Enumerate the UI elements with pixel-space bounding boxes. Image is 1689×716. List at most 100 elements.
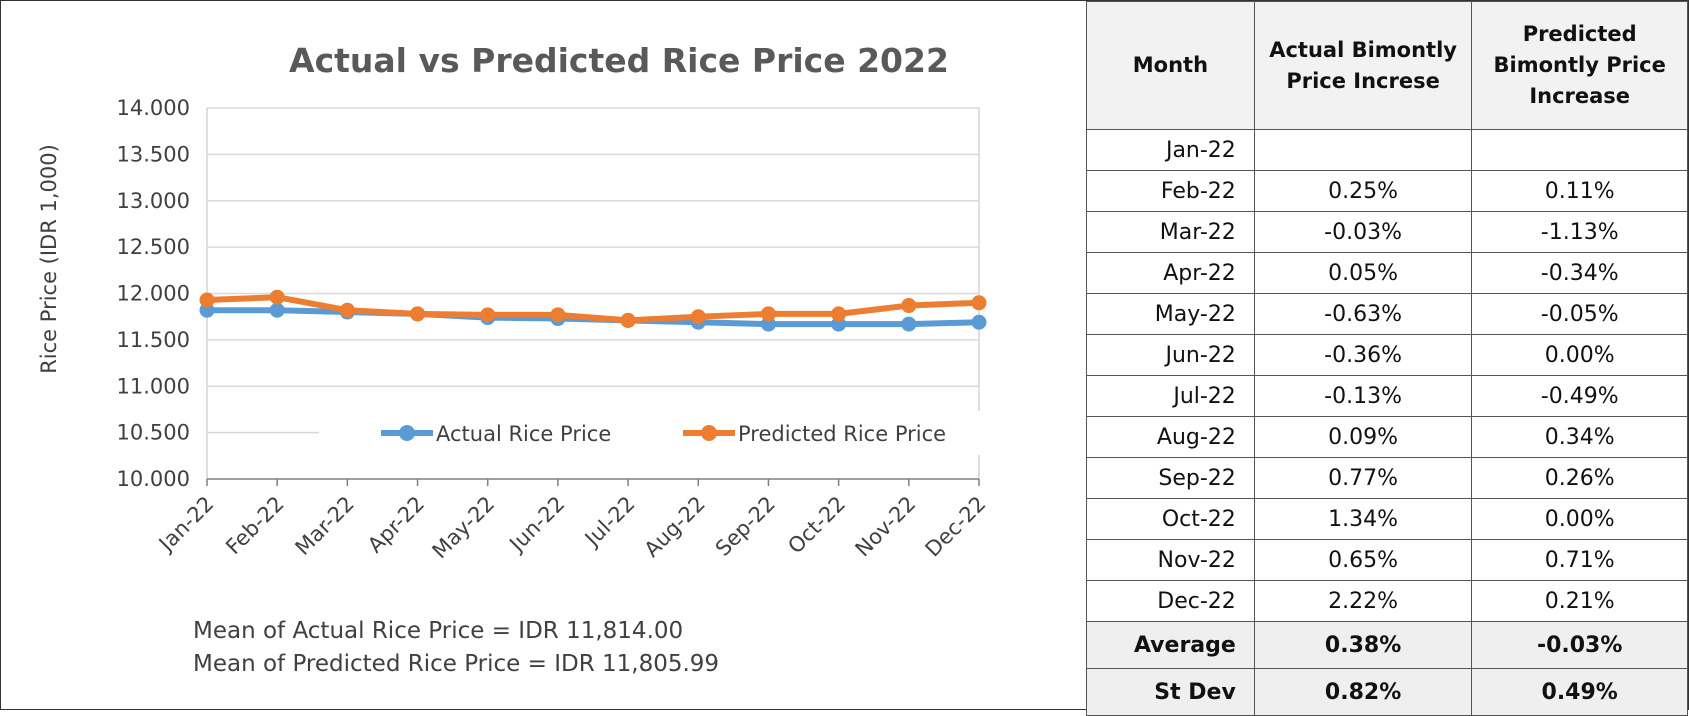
x-tick-label: Jun-22	[504, 492, 570, 558]
data-point-predicted	[901, 298, 917, 314]
table-row: Nov-22 0.65% 0.71%	[1086, 539, 1688, 581]
mean-predicted-text: Mean of Predicted Rice Price = IDR 11,80…	[193, 651, 720, 677]
table-row: Aug-22 0.09% 0.34%	[1086, 416, 1688, 458]
table-cell-actual: -0.03%	[1253, 211, 1473, 253]
table-cell-actual: -0.63%	[1253, 293, 1473, 335]
x-tick-label: Oct-22	[783, 492, 850, 559]
table-header-row: Month Actual Bimontly Price Increse Pred…	[1086, 1, 1688, 130]
series-line-predicted	[204, 294, 982, 324]
table-cell-actual: 0.77%	[1253, 457, 1473, 499]
x-tick-label: Jan-22	[153, 492, 219, 558]
header-predicted-increase: Predicted Bimontly Price Increase	[1471, 1, 1688, 130]
table-cell-month: Mar-22	[1086, 211, 1255, 253]
x-tick-label: Sep-22	[711, 492, 780, 561]
table-row: Jul-22 -0.13% -0.49%	[1086, 375, 1688, 417]
data-point-predicted	[690, 309, 706, 325]
y-tick-label: 13.500	[117, 142, 190, 166]
table-summary-row: St Dev 0.82% 0.49%	[1086, 668, 1688, 716]
table-cell-predicted: 0.26%	[1471, 457, 1688, 499]
table-row: Apr-22 0.05% -0.34%	[1086, 252, 1688, 294]
x-tick-label: Feb-22	[221, 492, 289, 560]
y-tick-label: 11.000	[117, 374, 190, 398]
table-cell-month: Apr-22	[1086, 252, 1255, 294]
table-cell-month: Sep-22	[1086, 457, 1255, 499]
data-point-actual	[971, 314, 987, 330]
table-cell-actual: -0.13%	[1253, 375, 1473, 417]
price-increase-table-panel: Month Actual Bimontly Price Increse Pred…	[1086, 1, 1688, 716]
legend-label: Actual Rice Price	[436, 422, 611, 446]
table-cell-actual: 0.65%	[1253, 539, 1473, 581]
y-tick-label: 12.000	[117, 282, 190, 306]
data-point-predicted	[620, 312, 636, 328]
table-cell-month: Feb-22	[1086, 170, 1255, 212]
data-point-predicted	[199, 292, 215, 308]
table-cell-actual: 1.34%	[1253, 498, 1473, 540]
table-cell-predicted: 0.00%	[1471, 334, 1688, 376]
x-tick-label: Aug-22	[640, 492, 710, 562]
data-point-predicted	[339, 302, 355, 318]
y-tick-label: 12.500	[117, 235, 190, 259]
y-tick-label: 10.000	[117, 467, 190, 491]
table-row: Sep-22 0.77% 0.26%	[1086, 457, 1688, 499]
table-cell-month: May-22	[1086, 293, 1255, 335]
table-cell-actual: 0.05%	[1253, 252, 1473, 294]
table-cell-actual: 0.25%	[1253, 170, 1473, 212]
y-tick-label: 10.500	[117, 421, 190, 445]
legend-marker	[701, 425, 717, 441]
data-point-actual	[901, 316, 917, 332]
data-point-actual	[269, 302, 285, 318]
legend-label: Predicted Rice Price	[738, 422, 946, 446]
table-row: Oct-22 1.34% 0.00%	[1086, 498, 1688, 540]
plot-area: 10.000 10.500 11.000 11.500 12.000 12.500 13.0…	[117, 96, 1001, 563]
table-cell-month: Average	[1086, 621, 1255, 669]
table-row: Feb-22 0.25% 0.11%	[1086, 170, 1688, 212]
table-cell-actual: 2.22%	[1253, 580, 1473, 622]
table-row: Jun-22 -0.36% 0.00%	[1086, 334, 1688, 376]
y-tick-label: 14.000	[117, 96, 190, 120]
legend-marker	[399, 425, 415, 441]
table-row: Mar-22 -0.03% -1.13%	[1086, 211, 1688, 253]
table-cell-month: Dec-22	[1086, 580, 1255, 622]
price-increase-table: Month Actual Bimontly Price Increse Pred…	[1086, 1, 1688, 716]
data-point-predicted	[410, 306, 426, 322]
table-cell-actual: 0.38%	[1253, 621, 1473, 669]
table-cell-month: Jul-22	[1086, 375, 1255, 417]
table-cell-month: Aug-22	[1086, 416, 1255, 458]
table-row: Dec-22 2.22% 0.21%	[1086, 580, 1688, 622]
chart-title: Actual vs Predicted Rice Price 2022	[289, 41, 949, 80]
table-cell-predicted: 0.71%	[1471, 539, 1688, 581]
header-actual-increase: Actual Bimontly Price Increse	[1253, 1, 1473, 130]
table-cell-predicted: 0.34%	[1471, 416, 1688, 458]
data-point-predicted	[269, 289, 285, 305]
table-cell-month: St Dev	[1086, 668, 1255, 716]
data-point-predicted	[971, 295, 987, 311]
data-point-predicted	[480, 307, 496, 323]
table-cell-predicted: -0.49%	[1471, 375, 1688, 417]
x-tick-label: Apr-22	[363, 492, 429, 558]
table-cell-predicted: -0.03%	[1471, 621, 1688, 669]
x-tick-label: Mar-22	[291, 492, 359, 560]
y-tick-label: 13.000	[117, 189, 190, 213]
table-cell-predicted: -0.05%	[1471, 293, 1688, 335]
table-cell-predicted	[1471, 129, 1688, 171]
data-point-predicted	[831, 306, 847, 322]
table-cell-predicted: 0.21%	[1471, 580, 1688, 622]
table-cell-predicted: 0.49%	[1471, 668, 1688, 716]
x-tick-label: Dec-22	[921, 492, 991, 562]
mean-actual-text: Mean of Actual Rice Price = IDR 11,814.0…	[193, 618, 684, 644]
table-row: Jan-22	[1086, 129, 1688, 171]
x-tick-label: Jul-22	[579, 492, 640, 553]
data-point-predicted	[550, 307, 566, 323]
x-tick-label: Nov-22	[851, 492, 921, 562]
table-summary-row: Average 0.38% -0.03%	[1086, 621, 1688, 669]
table-cell-month: Nov-22	[1086, 539, 1255, 581]
table-cell-month: Jan-22	[1086, 129, 1255, 171]
header-month: Month	[1086, 1, 1255, 130]
table-cell-predicted: 0.11%	[1471, 170, 1688, 212]
chart-panel: Actual vs Predicted Rice Price 2022 Rice…	[1, 1, 1086, 709]
line-chart: Actual vs Predicted Rice Price 2022 Rice…	[37, 41, 1001, 563]
table-cell-predicted: 0.00%	[1471, 498, 1688, 540]
x-tick-label: May-22	[428, 492, 500, 564]
table-cell-month: Jun-22	[1086, 334, 1255, 376]
